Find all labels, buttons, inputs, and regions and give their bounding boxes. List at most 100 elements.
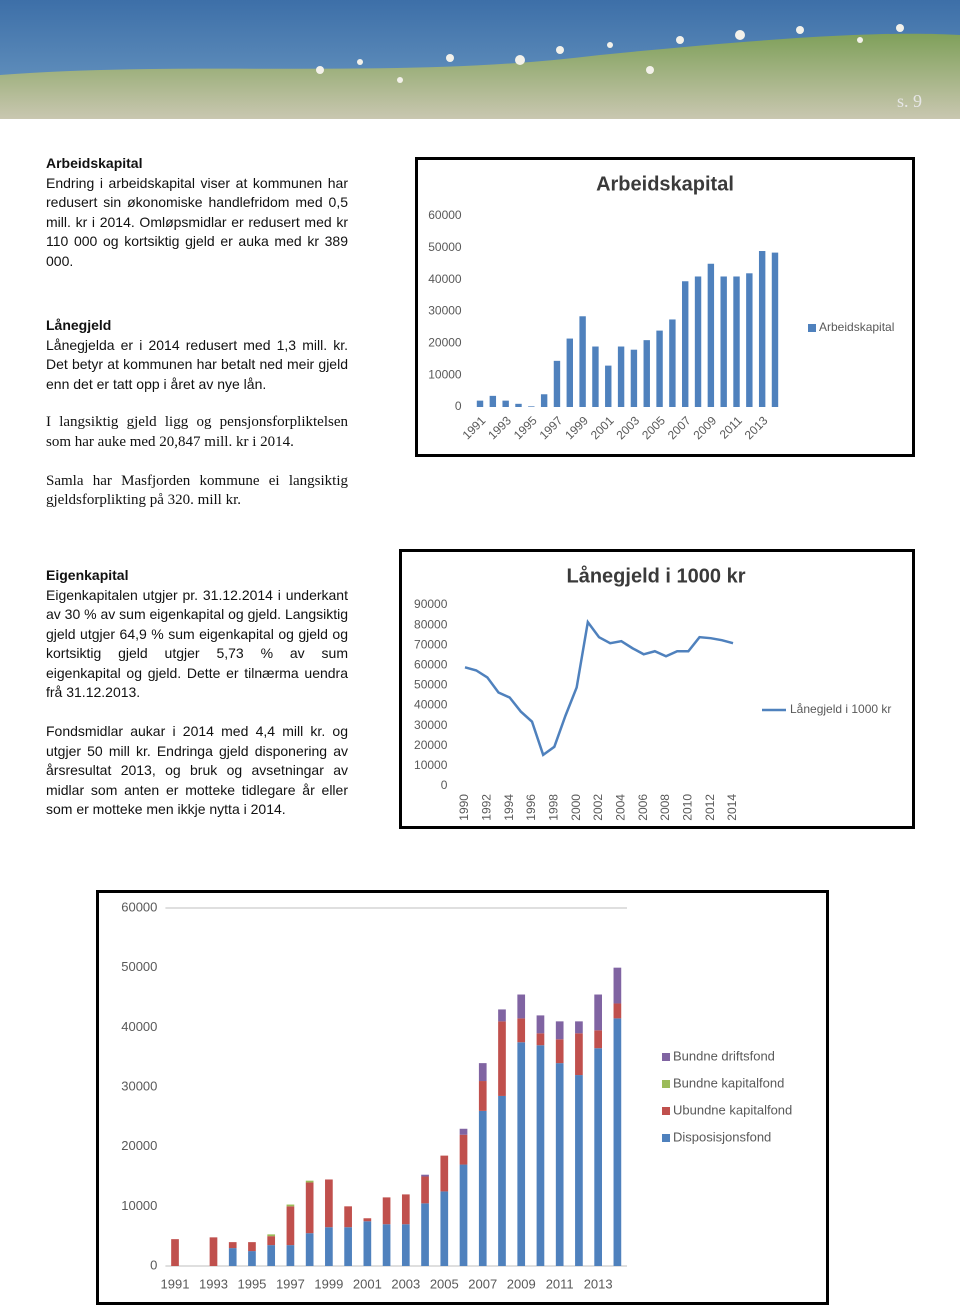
x-tick-label: 2008 <box>658 794 672 821</box>
y-tick-label: 40000 <box>428 272 462 286</box>
legend-swatch <box>662 1080 670 1088</box>
bar <box>540 394 548 407</box>
bar-segment <box>478 1081 487 1111</box>
x-tick-label: 1996 <box>524 794 538 821</box>
bar-segment <box>594 994 602 1031</box>
paragraph: I langsiktig gjeld ligg og pensjonsforpl… <box>46 414 348 450</box>
bar <box>592 346 599 407</box>
bar-segment <box>344 1227 352 1266</box>
paragraph: Eigenkapitalen utgjer pr. 31.12.2014 i u… <box>46 586 348 701</box>
bar-segment <box>555 1063 564 1266</box>
bar-segment <box>555 1021 564 1040</box>
legend-swatch <box>662 1134 670 1142</box>
heading: Eigenkapital <box>46 567 129 583</box>
bar-segment <box>575 1033 583 1076</box>
x-tick-label: 2011 <box>546 1276 574 1291</box>
heading: Arbeidskapital <box>46 155 143 171</box>
x-tick-label: 2007 <box>468 1276 497 1291</box>
bar-segment <box>286 1204 295 1207</box>
section: Lånegjeld Lånegjelda er i 2014 redusert … <box>46 316 348 414</box>
bar-segment <box>382 1197 391 1225</box>
y-tick-label: 0 <box>455 399 462 413</box>
legend-swatch <box>662 1107 670 1115</box>
bar-segment <box>421 1174 429 1177</box>
bar <box>643 340 650 407</box>
section: Arbeidskapital Endring i arbeidskapital … <box>46 154 348 291</box>
bar-segment <box>305 1180 314 1183</box>
paragraph: Lånegjelda er i 2014 redusert med 1,3 mi… <box>46 336 348 392</box>
page-number: s. 9 <box>897 91 922 111</box>
bar-segment <box>478 1063 487 1082</box>
x-tick-label: 1999 <box>314 1276 343 1291</box>
bar-segment <box>575 1021 583 1034</box>
bar-segment <box>536 1045 545 1266</box>
y-tick-label: 30000 <box>121 1078 157 1093</box>
y-tick-label: 90000 <box>414 597 448 611</box>
bar <box>669 319 676 407</box>
line <box>464 618 734 757</box>
bar-segment <box>498 1095 506 1266</box>
bar-segment <box>517 994 526 1019</box>
bar-segment <box>401 1224 410 1266</box>
x-tick-label: 1997 <box>276 1276 305 1291</box>
bar-segment <box>440 1191 449 1266</box>
bar <box>528 406 535 407</box>
bar-segment <box>536 1015 545 1034</box>
bar <box>489 395 497 407</box>
x-tick-label: 2013 <box>584 1276 613 1291</box>
y-tick-label: 20000 <box>414 738 448 752</box>
bar-segment <box>459 1164 468 1266</box>
bar <box>579 316 586 407</box>
x-tick-label: 2012 <box>703 794 717 821</box>
bar-segment <box>459 1134 468 1165</box>
bar-segment <box>498 1021 506 1096</box>
bar <box>720 276 727 407</box>
x-tick-label: 2002 <box>591 794 605 821</box>
x-tick-label: 1990 <box>457 794 471 821</box>
y-tick-label: 50000 <box>121 959 157 974</box>
y-tick-label: 80000 <box>414 617 448 631</box>
bar-segment <box>209 1237 218 1266</box>
y-tick-label: 0 <box>150 1257 157 1272</box>
bar <box>553 360 561 407</box>
x-tick-label: 1991 <box>161 1276 190 1291</box>
bar <box>617 346 625 407</box>
bar-segment <box>594 1048 602 1266</box>
x-tick-label: 2009 <box>507 1276 536 1291</box>
x-tick-label: 2010 <box>681 794 695 821</box>
bar <box>758 251 766 407</box>
header-shore <box>0 33 960 119</box>
bar-segment <box>171 1239 179 1266</box>
bar-segment <box>459 1128 468 1135</box>
y-tick-label: 50000 <box>428 240 462 254</box>
bar-segment <box>248 1242 256 1252</box>
bar-segment <box>421 1176 429 1204</box>
bar-segment <box>267 1236 276 1246</box>
legend-label: Disposisjonsfond <box>673 1129 771 1144</box>
y-tick-label: 40000 <box>414 698 448 712</box>
x-tick-label: 1994 <box>502 794 516 821</box>
bar-segment <box>575 1075 583 1266</box>
legend-label: Bundne driftsfond <box>673 1048 775 1063</box>
bar-segment <box>344 1206 352 1228</box>
bar-segment <box>613 1018 622 1266</box>
bar-segment <box>267 1234 276 1237</box>
bar-segment <box>517 1042 526 1266</box>
x-tick-label: 2000 <box>569 794 583 821</box>
bar-segment <box>325 1227 333 1266</box>
y-tick-label: 10000 <box>428 367 462 381</box>
legend-label: Bundne kapitalfond <box>673 1075 784 1090</box>
bar <box>771 252 779 407</box>
bar-segment <box>440 1155 449 1192</box>
bar-segment <box>363 1221 372 1266</box>
paragraph: Fondsmidlar aukar i 2014 med 4,4 mill kr… <box>46 723 348 817</box>
x-tick-label: 2006 <box>636 794 650 821</box>
bar-segment <box>401 1194 410 1225</box>
bar <box>707 263 715 407</box>
bar <box>682 281 689 407</box>
section: Eigenkapital Eigenkapitalen utgjer pr. 3… <box>46 566 348 839</box>
y-tick-label: 70000 <box>414 637 448 651</box>
bar-segment <box>555 1039 564 1064</box>
x-tick-label: 2014 <box>725 794 739 821</box>
x-tick-label: 1998 <box>546 794 560 821</box>
